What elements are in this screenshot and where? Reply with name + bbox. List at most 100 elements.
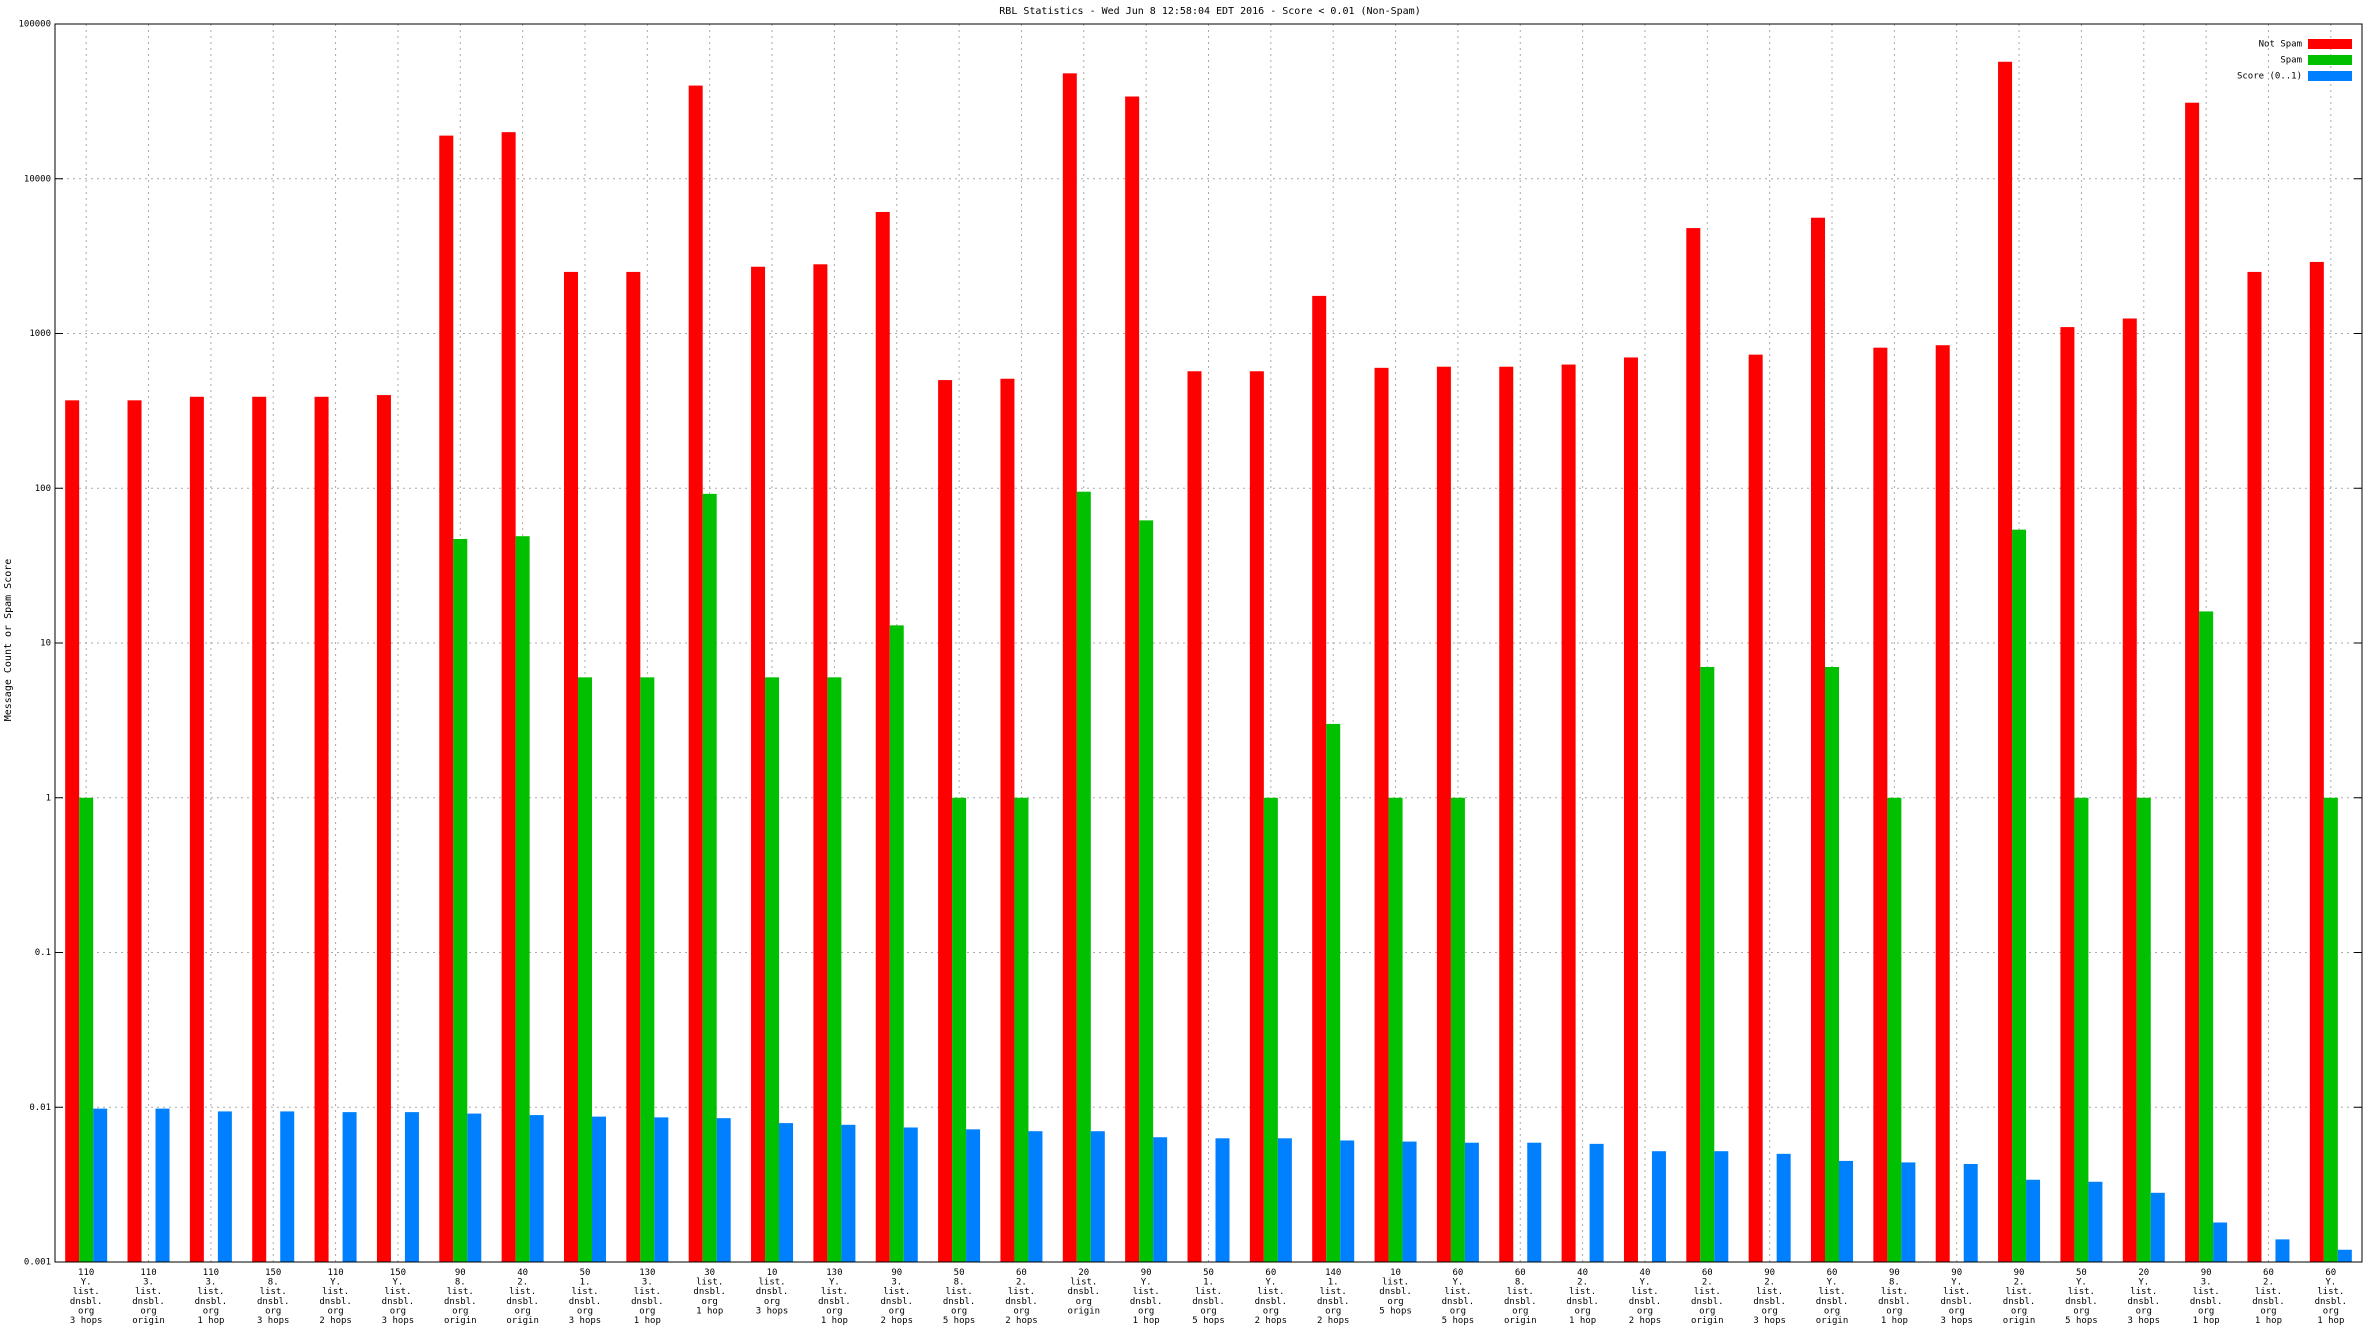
bar (591, 1116, 606, 1262)
bar (1388, 797, 1403, 1262)
bar (2323, 797, 2338, 1262)
x-tick-line: dnsbl. (70, 1296, 103, 1306)
x-tick-label: 40 2. list. dnsbl. org origin (506, 1268, 539, 1326)
bar (1125, 96, 1140, 1262)
bar (1326, 723, 1341, 1262)
bar (1062, 73, 1077, 1263)
x-tick-line: list. (1070, 1277, 1097, 1287)
x-tick-line: list. (260, 1287, 287, 1297)
x-tick-label: 50 1. list. dnsbl. org 5 hops (1192, 1268, 1225, 1326)
x-tick-line: list. (1818, 1287, 1845, 1297)
bar (1028, 1131, 1043, 1262)
x-tick-line: list. (1881, 1287, 1908, 1297)
y-tick-label: 100000 (18, 20, 51, 30)
x-tick-line: dnsbl. (195, 1296, 228, 1306)
x-tick-line: 2. (517, 1277, 528, 1287)
bar (2088, 1181, 2103, 1262)
x-tick-line: 60 (1702, 1268, 1713, 1278)
x-tick-line: org (2136, 1306, 2152, 1316)
x-tick-line: dnsbl. (1566, 1296, 1599, 1306)
x-tick-line: org (2323, 1306, 2339, 1316)
x-tick-label: 90 2. list. dnsbl. org origin (2003, 1268, 2036, 1326)
x-tick-label: 90 8. list. dnsbl. org 1 hop (1878, 1268, 1911, 1326)
x-tick-line: dnsbl. (818, 1296, 851, 1306)
x-tick-line: 20 (1078, 1268, 1089, 1278)
bar (2275, 1239, 2290, 1262)
x-tick-line: Y. (1452, 1277, 1463, 1287)
x-tick-line: 2. (1702, 1277, 1713, 1287)
x-tick-line: 60 (1515, 1268, 1526, 1278)
x-tick-line: 8. (268, 1277, 279, 1287)
bar (2060, 327, 2075, 1262)
x-tick-line: dnsbl. (2128, 1296, 2161, 1306)
x-tick-label: 20 list. dnsbl. org origin (1068, 1268, 1101, 1316)
x-tick-line: list. (135, 1287, 162, 1297)
x-tick-line: org (1263, 1306, 1279, 1316)
x-tick-label: 50 1. list. dnsbl. org 3 hops (569, 1268, 602, 1326)
bar (217, 1111, 232, 1262)
bar (1589, 1143, 1604, 1262)
x-tick-line: Y. (1827, 1277, 1838, 1287)
bar (1748, 354, 1763, 1263)
x-tick-line: 1 hop (634, 1316, 661, 1326)
x-tick-line: list. (1320, 1287, 1347, 1297)
x-tick-line: list. (2068, 1287, 2095, 1297)
x-tick-line: 90 (1889, 1268, 1900, 1278)
x-tick-label: 110 Y. list. dnsbl. org 3 hops (70, 1268, 103, 1326)
bar (1090, 1131, 1105, 1262)
x-tick-line: origin (1504, 1316, 1537, 1326)
x-tick-line: Y. (1640, 1277, 1651, 1287)
x-tick-line: org (826, 1306, 842, 1316)
bar (252, 396, 267, 1263)
y-tick-label: 0.001 (24, 1258, 51, 1268)
x-tick-label: 90 3. list. dnsbl. org 2 hops (880, 1268, 913, 1326)
bar (79, 797, 94, 1262)
x-tick-label: 90 2. list. dnsbl. org 3 hops (1753, 1268, 1786, 1326)
bar (2185, 102, 2200, 1262)
bar (2074, 797, 2089, 1262)
x-tick-line: 3. (891, 1277, 902, 1287)
x-tick-line: 1 hop (1133, 1316, 1160, 1326)
bar (1935, 345, 1950, 1262)
bar (1686, 228, 1701, 1263)
x-tick-line: org (2011, 1306, 2027, 1316)
x-tick-line: origin (2003, 1316, 2036, 1326)
x-tick-line: 8. (455, 1277, 466, 1287)
x-tick-label: 150 8. list. dnsbl. org 3 hops (257, 1268, 290, 1326)
x-tick-line: origin (1691, 1316, 1724, 1326)
x-tick-line: org (1699, 1306, 1715, 1316)
x-tick-line: 5 hops (2065, 1316, 2098, 1326)
bar (1249, 371, 1264, 1263)
bar (626, 271, 641, 1262)
x-tick-line: list. (73, 1287, 100, 1297)
bar (716, 1118, 731, 1262)
x-tick-line: org (1637, 1306, 1653, 1316)
bar (889, 625, 904, 1262)
x-tick-line: 60 (2325, 1268, 2336, 1278)
x-tick-line: org (764, 1296, 780, 1306)
x-tick-line: list. (883, 1287, 910, 1297)
chart-title: RBL Statistics - Wed Jun 8 12:58:04 EDT … (999, 6, 1420, 17)
x-tick-label: 150 Y. list. dnsbl. org 3 hops (382, 1268, 415, 1326)
bar (1811, 217, 1826, 1262)
x-tick-line: 2 hops (1629, 1316, 1662, 1326)
x-tick-line: dnsbl. (506, 1296, 539, 1306)
x-tick-line: list. (1133, 1287, 1160, 1297)
bar (640, 677, 655, 1262)
x-tick-line: list. (1444, 1287, 1471, 1297)
bar (2026, 1179, 2041, 1262)
x-tick-label: 10 list. dnsbl. org 5 hops (1379, 1268, 1412, 1316)
x-tick-line: dnsbl. (1068, 1287, 1101, 1297)
x-tick-line: 1 hop (2317, 1316, 2344, 1326)
bar (1187, 371, 1202, 1263)
bar (1139, 520, 1154, 1262)
x-tick-line: 150 (390, 1268, 406, 1278)
x-tick-line: dnsbl. (943, 1296, 976, 1306)
x-tick-line: list. (634, 1287, 661, 1297)
bar (501, 132, 516, 1262)
x-tick-line: Y. (81, 1277, 92, 1287)
x-tick-line: 3 hops (382, 1316, 415, 1326)
x-tick-line: 2 hops (1005, 1316, 1038, 1326)
x-tick-line: 60 (2263, 1268, 2274, 1278)
x-tick-line: Y. (2138, 1277, 2149, 1287)
